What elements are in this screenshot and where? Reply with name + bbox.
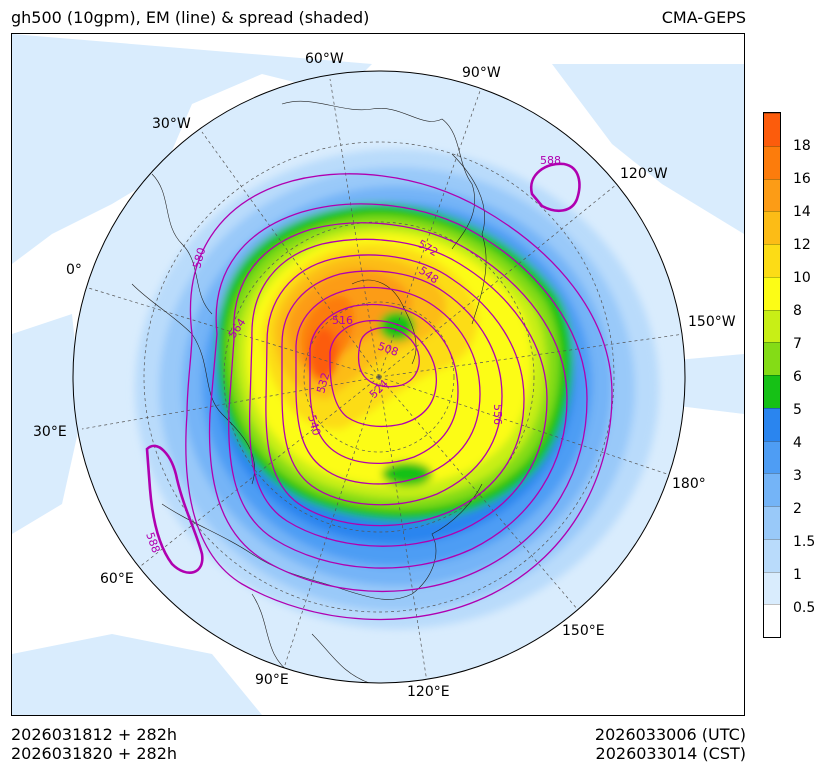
- contour-label-516: 516: [332, 314, 353, 327]
- colorbar-label: 18: [793, 138, 811, 154]
- init-time-cst: 2026031820 + 282h: [11, 744, 178, 763]
- colorbar-label: 8: [793, 303, 802, 319]
- lon-label-90w: 90°W: [462, 65, 501, 81]
- colorbar-segment: [764, 473, 780, 506]
- em-contours: [185, 173, 613, 621]
- contour-label-580: 580: [190, 246, 208, 270]
- contour-580: [185, 173, 613, 621]
- map-boundary: [72, 70, 686, 684]
- colorbar-segment: [764, 440, 780, 474]
- colorbar-segment: [764, 538, 780, 572]
- colorbar: [763, 112, 781, 638]
- colorbar-label: 3: [793, 468, 802, 484]
- lon-label-150e: 150°E: [562, 623, 605, 639]
- lon-label-0: 0°: [66, 262, 82, 278]
- colorbar-segment: [764, 113, 780, 146]
- contour-564: [228, 222, 568, 569]
- model-name: CMA-GEPS: [661, 8, 746, 27]
- contour-label-532: 532: [314, 371, 332, 395]
- colorbar-segment: [764, 506, 780, 539]
- colorbar-label: 16: [793, 171, 811, 187]
- graticule: [81, 78, 685, 683]
- contour-label-588-north: 588: [540, 154, 561, 167]
- lon-label-150w: 150°W: [688, 314, 736, 330]
- contour-524: [309, 303, 459, 465]
- lon-label-60e: 60°E: [100, 571, 134, 587]
- contour-516: [329, 319, 438, 428]
- contour-label-540: 540: [305, 413, 323, 437]
- contour-labels: 588 572 548 580 564 516 508 532 524 540 …: [143, 154, 561, 555]
- colorbar-label: 0.5: [793, 600, 816, 616]
- lon-label-180: 180°: [672, 476, 706, 492]
- contour-label-556: 556: [491, 404, 504, 425]
- contour-508: [357, 326, 420, 388]
- colorbar-label: 1: [793, 567, 802, 583]
- valid-time-utc: 2026033006 (UTC): [594, 725, 746, 744]
- contour-540: [281, 270, 503, 506]
- colorbar-label: 10: [793, 270, 811, 286]
- lon-label-60w: 60°W: [305, 51, 344, 67]
- colorbar-segment: [764, 375, 780, 408]
- colorbar-segment: [764, 178, 780, 212]
- colorbar-segment: [764, 211, 780, 244]
- lon-label-90e: 90°E: [255, 672, 289, 688]
- lon-label-120w: 120°W: [620, 166, 668, 182]
- longitude-labels: 60°W 90°W 30°W 120°W 0° 150°W 30°E 180° …: [33, 51, 736, 700]
- contour-548: [265, 254, 525, 527]
- polar-map: 588 572 548 580 564 516 508 532 524 540 …: [12, 34, 744, 715]
- contour-556: [248, 238, 548, 547]
- colorbar-label: 14: [793, 204, 811, 220]
- init-time-utc: 2026031812 + 282h: [11, 725, 178, 744]
- colorbar-label: 1.5: [793, 534, 816, 550]
- chart-title: gh500 (10gpm), EM (line) & spread (shade…: [11, 8, 370, 27]
- colorbar-segment: [764, 571, 780, 605]
- contour-532: [295, 286, 481, 485]
- colorbar-label: 4: [793, 435, 802, 451]
- lon-label-30e: 30°E: [33, 424, 67, 440]
- colorbar-label: 7: [793, 336, 802, 352]
- colorbar-segment: [764, 342, 780, 375]
- map-frame: 588 572 548 580 564 516 508 532 524 540 …: [11, 33, 745, 716]
- colorbar-label: 5: [793, 402, 802, 418]
- colorbar-segment: [764, 309, 780, 343]
- lon-label-30w: 30°W: [152, 116, 191, 132]
- contour-572: [208, 203, 588, 593]
- colorbar-segment: [764, 407, 780, 441]
- lon-label-120e: 120°E: [407, 684, 450, 700]
- colorbar-label: 12: [793, 237, 811, 253]
- colorbar-segment: [764, 244, 780, 277]
- spread-shading: [73, 71, 685, 683]
- contour-588-thick: [145, 162, 581, 574]
- colorbar-segment: [764, 276, 780, 310]
- colorbar-segment: [764, 145, 780, 179]
- colorbar-label: 6: [793, 369, 802, 385]
- colorbar-segment: [764, 604, 780, 637]
- colorbar-label: 2: [793, 501, 802, 517]
- valid-time-cst: 2026033014 (CST): [595, 744, 746, 763]
- outer-spread-shading: [12, 34, 744, 715]
